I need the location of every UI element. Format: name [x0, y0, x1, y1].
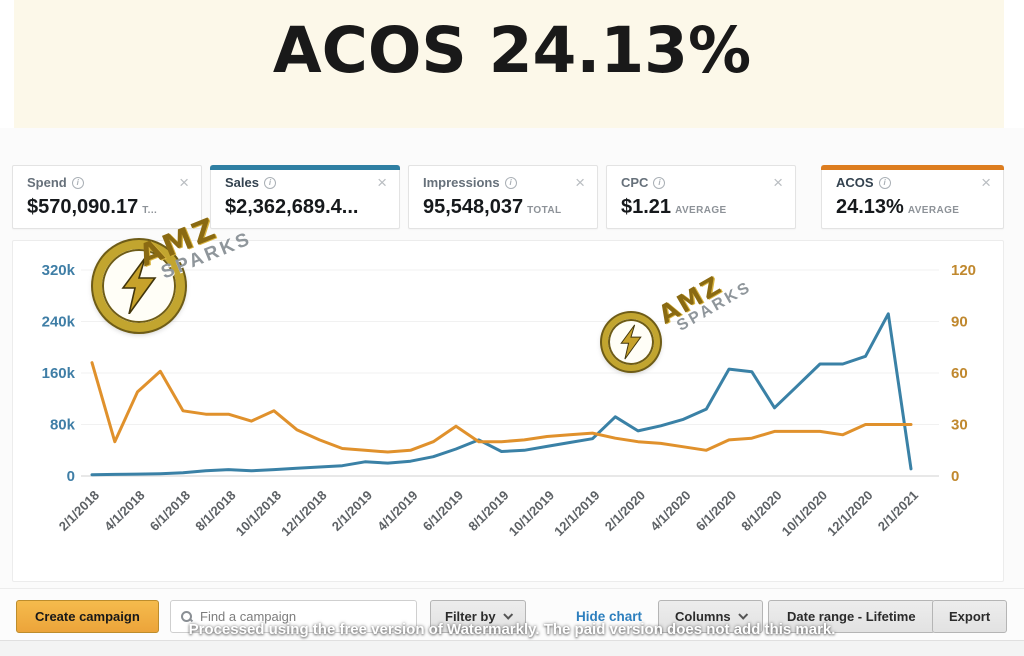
metric-card-sales[interactable]: Sales i × $2,362,689.4... — [210, 165, 400, 229]
close-icon[interactable]: × — [575, 172, 585, 192]
svg-text:12/1/2019: 12/1/2019 — [551, 488, 603, 540]
svg-text:6/1/2018: 6/1/2018 — [147, 488, 193, 534]
metric-card-impressions[interactable]: Impressions i × 95,548,037 TOTAL — [408, 165, 598, 229]
svg-text:160k: 160k — [42, 365, 76, 382]
export-button[interactable]: Export — [932, 600, 1008, 633]
metric-label: Spend — [27, 175, 67, 190]
lightning-bolt-icon — [121, 258, 157, 314]
metric-value: $570,090.17 — [27, 196, 139, 218]
info-icon: i — [504, 176, 517, 189]
metric-value: $2,362,689.4... — [225, 196, 359, 218]
metric-card-acos[interactable]: ACOS i × 24.13% AVERAGE — [821, 165, 1004, 229]
lightning-bolt-icon — [620, 324, 642, 360]
amz-sparks-coin-logo — [602, 313, 660, 371]
svg-text:4/1/2018: 4/1/2018 — [101, 488, 147, 534]
metric-label: ACOS — [836, 175, 874, 190]
svg-text:2/1/2021: 2/1/2021 — [875, 488, 921, 534]
metric-suffix: TOTAL — [527, 205, 562, 216]
close-icon[interactable]: × — [179, 172, 189, 192]
svg-text:12/1/2020: 12/1/2020 — [824, 488, 876, 540]
export-label: Export — [949, 609, 991, 624]
date-range-button[interactable]: Date range - Lifetime — [768, 600, 935, 633]
svg-text:320k: 320k — [42, 262, 76, 279]
metric-value: $1.21 — [621, 196, 672, 218]
svg-text:120: 120 — [951, 262, 976, 279]
page-title: ACOS 24.13% — [272, 14, 752, 87]
svg-text:2/1/2019: 2/1/2019 — [329, 488, 375, 534]
svg-text:10/1/2020: 10/1/2020 — [779, 488, 831, 540]
title-band-background — [14, 0, 1004, 128]
svg-text:8/1/2020: 8/1/2020 — [738, 488, 784, 534]
hide-chart-link[interactable]: Hide chart — [576, 609, 643, 624]
search-input[interactable] — [200, 609, 406, 624]
metric-value: 95,548,037 — [423, 196, 524, 218]
metric-suffix: T... — [142, 205, 158, 216]
search-icon — [181, 611, 192, 622]
metric-value: 24.13% — [836, 196, 904, 218]
svg-text:12/1/2018: 12/1/2018 — [278, 488, 330, 540]
svg-text:6/1/2019: 6/1/2019 — [420, 488, 466, 534]
svg-text:80k: 80k — [50, 417, 76, 434]
svg-text:8/1/2018: 8/1/2018 — [192, 488, 238, 534]
svg-text:240k: 240k — [42, 314, 76, 331]
close-icon[interactable]: × — [981, 172, 991, 192]
metric-label: Sales — [225, 175, 259, 190]
columns-label: Columns — [675, 609, 731, 624]
filter-by-label: Filter by — [445, 609, 496, 624]
watermarkly-note: Processed using the free version of Wate… — [188, 621, 836, 638]
filter-by-button[interactable]: Filter by — [430, 600, 526, 633]
campaign-toolbar: Create campaign Filter by Hide chart Col… — [0, 588, 1024, 640]
campaign-search-box[interactable] — [170, 600, 417, 633]
svg-text:6/1/2020: 6/1/2020 — [693, 488, 739, 534]
chevron-down-icon — [737, 609, 748, 620]
close-icon[interactable]: × — [773, 172, 783, 192]
card-accent-bar — [210, 165, 400, 170]
svg-text:0: 0 — [951, 468, 959, 485]
svg-text:10/1/2019: 10/1/2019 — [506, 488, 558, 540]
svg-text:8/1/2019: 8/1/2019 — [465, 488, 511, 534]
title-band: ACOS 24.13% — [0, 0, 1024, 128]
info-icon: i — [653, 176, 666, 189]
metric-label: Impressions — [423, 175, 500, 190]
svg-text:90: 90 — [951, 314, 968, 331]
metric-card-cpc[interactable]: CPC i × $1.21 AVERAGE — [606, 165, 796, 229]
create-campaign-button[interactable]: Create campaign — [16, 600, 159, 633]
svg-text:2/1/2020: 2/1/2020 — [602, 488, 648, 534]
columns-button[interactable]: Columns — [658, 600, 763, 633]
metric-cards-row: Spend i × $570,090.17 T... Sales i × $2,3… — [12, 165, 1004, 229]
svg-text:10/1/2018: 10/1/2018 — [233, 488, 285, 540]
card-accent-bar — [821, 165, 1004, 170]
svg-text:30: 30 — [951, 417, 968, 434]
svg-text:0: 0 — [67, 468, 75, 485]
amz-sparks-coin-logo — [93, 240, 185, 332]
svg-text:60: 60 — [951, 365, 968, 382]
svg-text:2/1/2018: 2/1/2018 — [56, 488, 102, 534]
metric-card-spend[interactable]: Spend i × $570,090.17 T... — [12, 165, 202, 229]
chevron-down-icon — [502, 609, 513, 620]
info-icon: i — [263, 176, 276, 189]
bottom-strip — [0, 640, 1024, 656]
close-icon[interactable]: × — [377, 172, 387, 192]
date-range-label: Date range - Lifetime — [787, 609, 916, 624]
svg-text:4/1/2019: 4/1/2019 — [374, 488, 420, 534]
svg-text:4/1/2020: 4/1/2020 — [647, 488, 693, 534]
metric-suffix: AVERAGE — [675, 205, 727, 216]
metric-label: CPC — [621, 175, 649, 190]
metric-suffix: AVERAGE — [907, 205, 960, 216]
info-icon: i — [878, 176, 891, 189]
info-icon: i — [71, 176, 84, 189]
